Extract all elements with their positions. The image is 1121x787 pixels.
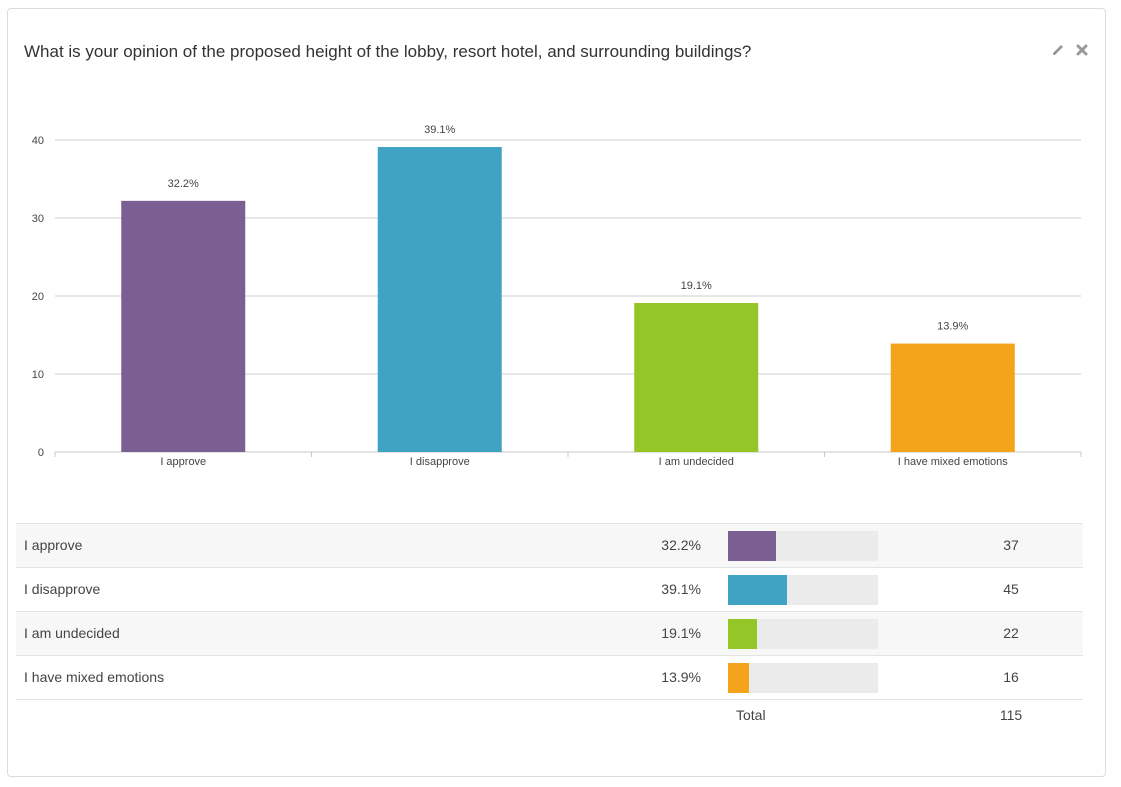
table-row: I approve 32.2% 37 [16, 523, 1083, 567]
data-label: 13.9% [937, 321, 968, 333]
y-tick-label: 0 [38, 447, 44, 459]
bar [377, 147, 502, 452]
row-label: I disapprove [24, 581, 101, 597]
x-tick-label: I am undecided [659, 456, 734, 468]
y-tick-label: 40 [32, 135, 44, 147]
row-count: 16 [1003, 669, 1019, 685]
y-tick-label: 20 [32, 291, 44, 303]
pencil-icon[interactable] [1051, 43, 1065, 57]
row-bar-track [728, 663, 878, 693]
row-bar-fill [728, 663, 749, 693]
row-label: I am undecided [24, 625, 120, 641]
close-icon[interactable] [1075, 43, 1089, 57]
x-tick-label: I disapprove [410, 456, 470, 468]
row-percent: 19.1% [661, 625, 701, 641]
x-tick-label: I approve [160, 456, 206, 468]
row-count: 22 [1003, 625, 1019, 641]
bar [634, 303, 759, 452]
data-label: 19.1% [681, 280, 712, 292]
row-bar-track [728, 575, 878, 605]
bar-chart: 0 10 20 30 40 32.2% I approve 39.1% I disapprove… [32, 124, 1082, 468]
row-count: 37 [1003, 537, 1019, 553]
row-percent: 13.9% [661, 669, 701, 685]
row-bar-fill [728, 531, 777, 561]
row-percent: 32.2% [661, 537, 701, 553]
row-count: 45 [1003, 581, 1019, 597]
row-label: I approve [24, 537, 83, 553]
row-bar-track [728, 619, 878, 649]
total-label: Total [736, 707, 766, 723]
bar [121, 200, 246, 452]
row-bar-fill [728, 619, 757, 649]
y-tick-label: 30 [32, 213, 44, 225]
row-bar-fill [728, 575, 787, 605]
table-row: I have mixed emotions 13.9% 16 [16, 655, 1083, 699]
table-divider [16, 699, 1083, 700]
row-label: I have mixed emotions [24, 669, 165, 685]
data-label: 32.2% [168, 178, 199, 190]
bar [890, 343, 1015, 452]
y-tick-label: 10 [32, 369, 44, 381]
card-actions [1051, 43, 1089, 57]
total-value: 115 [999, 707, 1023, 723]
results-table: I approve 32.2% 37 I disapprove 39.1% 45… [16, 523, 1083, 700]
total-row: Total 115 [16, 697, 1083, 737]
table-row: I disapprove 39.1% 45 [16, 567, 1083, 611]
table-row: I am undecided 19.1% 22 [16, 611, 1083, 655]
data-label: 39.1% [424, 124, 455, 136]
x-tick-label: I have mixed emotions [898, 456, 1009, 468]
question-title: What is your opinion of the proposed hei… [24, 42, 752, 61]
row-bar-track [728, 531, 878, 561]
row-percent: 39.1% [661, 581, 701, 597]
